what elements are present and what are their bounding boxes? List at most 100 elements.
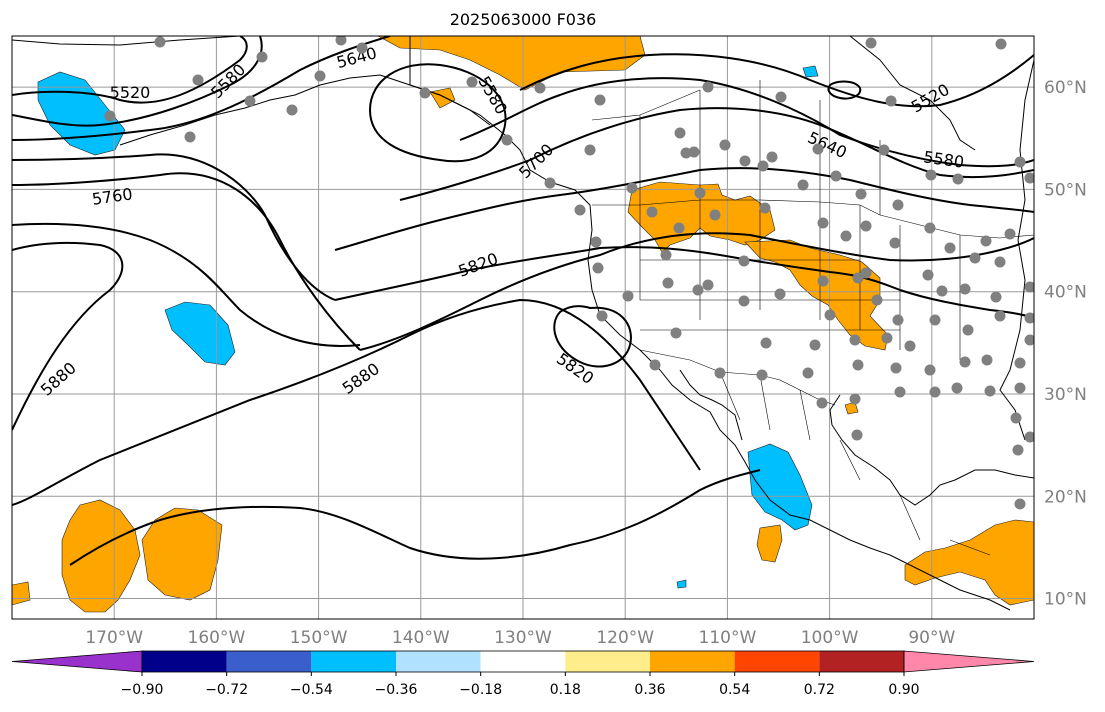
station-dot — [984, 385, 996, 397]
lon-tick-label: 170°W — [85, 628, 143, 648]
lat-tick-label: 20°N — [1044, 487, 1087, 507]
contour-5520-main — [519, 53, 1034, 108]
station-dot — [929, 386, 941, 398]
station-dot — [959, 356, 971, 368]
colorbar-segment — [734, 651, 820, 672]
station-dot — [1024, 431, 1034, 443]
station-dot — [1014, 498, 1026, 510]
station-dot — [256, 51, 268, 63]
colorbar-tick-label: −0.72 — [205, 682, 248, 698]
lon-tick-label: 140°W — [392, 628, 450, 648]
station-dot — [1024, 312, 1034, 324]
colorbar-tick-label: 0.90 — [888, 682, 919, 698]
station-dot — [694, 187, 706, 199]
station-dot — [865, 37, 877, 49]
station-dot — [904, 340, 916, 352]
station-dot — [709, 209, 721, 221]
station-dot — [855, 188, 867, 200]
station-dot — [797, 179, 809, 191]
station-dot — [596, 310, 608, 322]
contour-5580-main — [459, 77, 1034, 168]
station-dot — [994, 256, 1006, 268]
station-dot — [649, 359, 661, 371]
station-dot — [952, 173, 964, 185]
positive-area-central-america — [904, 519, 1034, 606]
contour-5760-west — [12, 172, 361, 351]
contour-5760-main — [359, 232, 1034, 351]
station-dot — [154, 36, 166, 48]
negative-area-pacific — [164, 301, 236, 366]
station-dot — [994, 310, 1006, 322]
station-dot — [1024, 334, 1034, 346]
station-dot — [584, 144, 596, 156]
station-dot — [922, 269, 934, 281]
shaded-fields — [12, 36, 1034, 613]
colorbar-tick-label: −0.18 — [459, 682, 502, 698]
station-dot — [944, 242, 956, 254]
station-dot — [802, 367, 814, 379]
coastline-gulf-of-mexico — [829, 394, 1034, 506]
station-dot — [892, 199, 904, 211]
station-markers — [104, 36, 1034, 510]
political-borders — [409, 36, 1034, 556]
station-dot — [702, 279, 714, 291]
station-dot — [885, 95, 897, 107]
height-contours — [12, 36, 1034, 566]
contour-5880-west — [12, 241, 124, 431]
station-dot — [766, 151, 778, 163]
station-dot — [925, 169, 937, 181]
colorbar-extend-high — [903, 650, 1035, 673]
lat-tick-label: 30°N — [1044, 385, 1087, 405]
negative-area-small — [676, 579, 687, 589]
colorbar-frame — [141, 650, 905, 673]
map-panel: 5520 5580 5640 5760 5820 5880 5820 5880 … — [11, 35, 1035, 620]
station-dot — [592, 262, 604, 274]
station-dot — [1014, 382, 1026, 394]
station-dot — [702, 81, 714, 93]
station-dot — [192, 74, 204, 86]
station-dot — [419, 87, 431, 99]
station-dot — [544, 177, 556, 189]
station-dot — [1004, 228, 1016, 240]
station-dot — [924, 222, 936, 234]
station-dot — [1012, 444, 1024, 456]
positive-area-yukon — [377, 36, 646, 91]
station-dot — [775, 91, 787, 103]
colorbar-tick-label: −0.90 — [121, 682, 164, 698]
coastline-gulf-of-california — [679, 369, 743, 441]
positive-area-plains — [744, 239, 889, 351]
contour-low-gulf-alaska — [368, 63, 507, 163]
station-dot — [1014, 156, 1026, 168]
station-dot — [929, 314, 941, 326]
contour-5700-main — [334, 167, 1034, 251]
station-dot — [951, 382, 963, 394]
colorbar-segment — [226, 651, 312, 672]
coastline-baja — [659, 369, 1011, 611]
colorbar-tick-label: 0.54 — [719, 682, 750, 698]
station-dot — [969, 252, 981, 264]
colorbar-segment — [819, 651, 904, 672]
station-dot — [646, 206, 658, 218]
lon-tick-label: 110°W — [699, 628, 757, 648]
station-dot — [809, 339, 821, 351]
station-dot — [878, 144, 890, 156]
station-dot — [674, 127, 686, 139]
border-us-mexico — [639, 349, 836, 406]
station-dot — [871, 294, 883, 306]
colorbar-segment — [650, 651, 735, 672]
station-dot — [824, 309, 836, 321]
station-dot — [757, 160, 769, 172]
border-mexico-states — [719, 371, 991, 556]
contour-5640-main — [399, 107, 1034, 201]
station-dot — [104, 110, 116, 122]
lon-tick-label: 100°W — [801, 628, 859, 648]
positive-area-mexico-coast — [756, 524, 783, 563]
station-dot — [688, 146, 700, 158]
station-dot — [660, 249, 672, 261]
contour-5520-west — [12, 36, 248, 104]
contour-5820-mid — [553, 305, 632, 368]
station-dot — [184, 131, 196, 143]
positive-area-alaska-small — [429, 87, 456, 109]
station-dot — [959, 283, 971, 295]
station-dot — [501, 134, 513, 146]
